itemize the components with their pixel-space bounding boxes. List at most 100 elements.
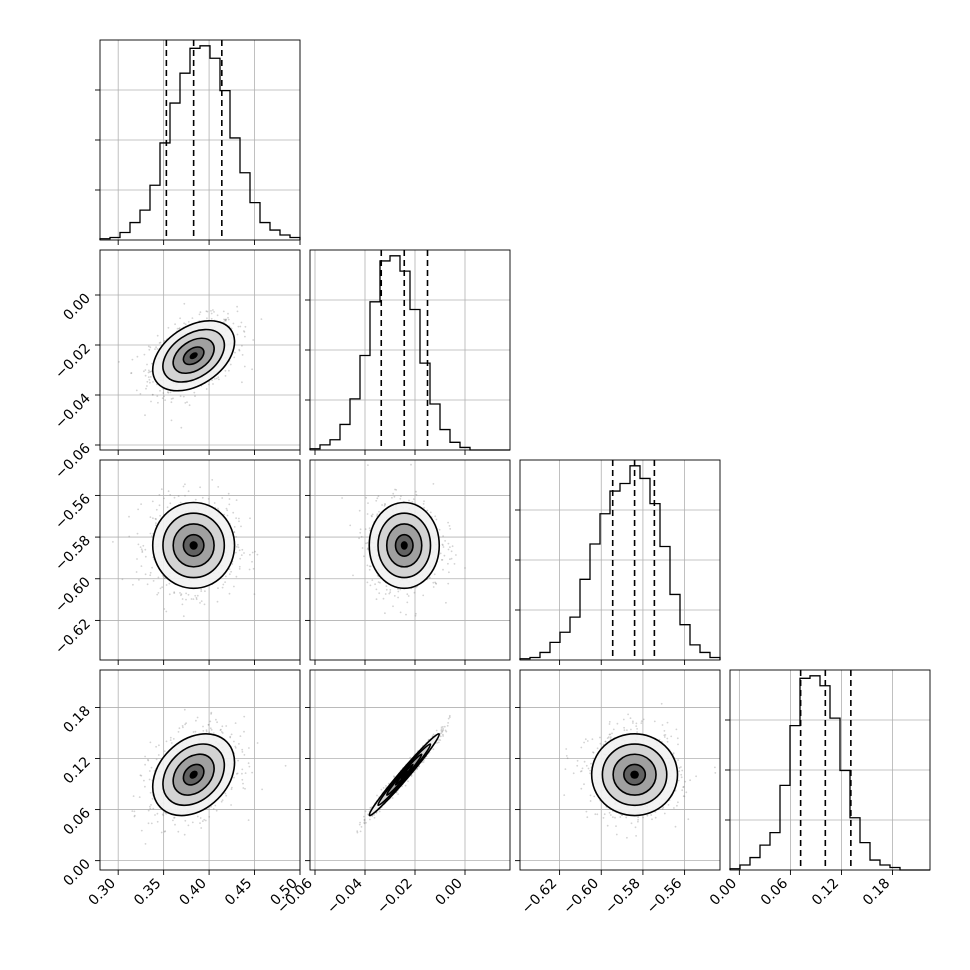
scatter-point	[441, 730, 444, 732]
scatter-point	[670, 735, 673, 738]
contour-line	[182, 763, 205, 786]
scatter-point	[586, 816, 589, 819]
scatter-point	[244, 772, 247, 774]
scatter-point	[244, 325, 247, 328]
scatter-point	[243, 730, 245, 733]
scatter-point	[243, 330, 245, 332]
scatter-point	[159, 587, 162, 590]
scatter-point	[363, 822, 366, 825]
scatter-point	[152, 381, 154, 383]
histogram-step	[99, 45, 301, 240]
scatter-point	[163, 830, 166, 833]
scatter-point	[203, 603, 206, 606]
scatter-point	[251, 771, 254, 774]
density-peak	[400, 541, 408, 550]
scatter-point	[208, 816, 211, 818]
scatter-point	[241, 548, 244, 551]
scatter-point	[243, 365, 246, 368]
scatter-point	[128, 515, 130, 518]
scatter-point	[393, 775, 395, 778]
scatter-point	[240, 321, 243, 324]
scatter-point	[223, 321, 225, 323]
scatter-point	[383, 504, 386, 507]
scatter-point	[139, 774, 142, 777]
scatter-point	[156, 395, 159, 397]
scatter-point	[284, 764, 287, 767]
scatter-point	[376, 497, 379, 500]
contour-line	[151, 319, 236, 392]
scatter-point	[158, 342, 161, 344]
scatter-point	[191, 821, 194, 824]
scatter-point	[184, 819, 187, 822]
scatter-point	[217, 486, 220, 488]
scatter-point	[714, 766, 716, 769]
scatter-point	[387, 782, 390, 785]
scatter-point	[405, 613, 407, 616]
scatter-point	[583, 783, 585, 786]
contour-line	[172, 337, 215, 375]
scatter-point	[188, 404, 191, 407]
scatter-point	[252, 339, 255, 341]
y-tick-label: 0.18	[60, 703, 93, 736]
scatter-point	[238, 520, 240, 523]
scatter-point	[389, 591, 392, 594]
scatter-point	[432, 748, 435, 751]
scatter-point	[435, 729, 438, 732]
scatter-point	[447, 562, 449, 565]
scatter-point	[367, 547, 369, 550]
scatter-point	[412, 498, 415, 500]
scatter-point	[220, 800, 223, 803]
scatter-point	[149, 805, 151, 808]
scatter-point	[224, 319, 227, 322]
scatter-point	[608, 733, 611, 736]
scatter-point	[376, 515, 378, 517]
scatter-point	[442, 726, 444, 728]
scatter-point	[138, 796, 141, 798]
scatter-point	[154, 524, 157, 527]
scatter-point	[377, 581, 380, 583]
scatter-point	[224, 369, 227, 372]
scatter-point	[378, 510, 380, 513]
scatter-point	[422, 594, 425, 597]
scatter-point	[408, 499, 410, 502]
scatter-point	[392, 605, 394, 608]
scatter-point	[440, 728, 443, 730]
scatter-point	[235, 499, 238, 501]
scatter-point	[439, 735, 442, 738]
density-peak	[400, 770, 409, 780]
scatter-point	[205, 730, 208, 733]
scatter-point	[128, 535, 131, 538]
scatter-point	[147, 371, 150, 374]
scatter-point	[399, 588, 402, 591]
scatter-point	[184, 483, 186, 486]
scatter-point	[227, 318, 230, 321]
scatter-point	[237, 546, 240, 549]
scatter-point	[449, 558, 451, 561]
scatter-point	[242, 782, 244, 785]
scatter-point	[186, 401, 188, 404]
scatter-point	[143, 353, 146, 356]
scatter-point	[623, 729, 626, 732]
scatter-point	[184, 494, 186, 497]
scatter-point	[182, 395, 185, 398]
scatter-point	[365, 496, 367, 499]
scatter-point	[157, 592, 160, 594]
scatter-point	[235, 575, 238, 578]
scatter-point	[205, 388, 208, 390]
y-tick-label: 0.12	[60, 754, 93, 787]
scatter-point	[178, 727, 181, 730]
scatter-point	[375, 598, 378, 601]
y-tick-label: −0.62	[52, 616, 94, 658]
scatter-point	[385, 588, 388, 591]
scatter-point	[147, 758, 149, 761]
scatter-point	[226, 514, 229, 517]
scatter-point	[369, 565, 372, 568]
scatter-point	[228, 568, 231, 571]
scatter-point	[237, 543, 239, 546]
scatter-point	[414, 614, 417, 617]
scatter-point	[200, 590, 203, 592]
scatter-point	[148, 371, 151, 373]
scatter-point	[440, 729, 443, 732]
scatter-point	[131, 810, 134, 812]
scatter-point	[140, 548, 143, 551]
